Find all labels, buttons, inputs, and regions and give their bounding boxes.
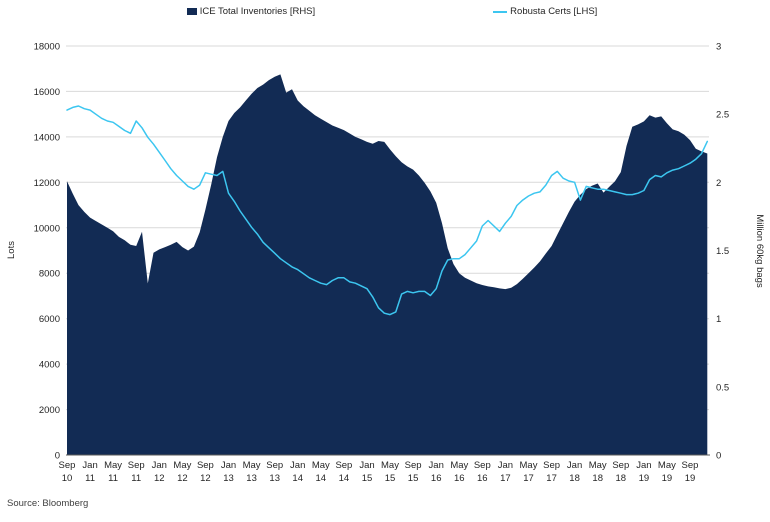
svg-text:3: 3 xyxy=(716,42,721,53)
svg-text:11: 11 xyxy=(85,473,95,484)
svg-text:16000: 16000 xyxy=(34,87,60,98)
svg-text:10: 10 xyxy=(62,473,73,484)
svg-text:4000: 4000 xyxy=(39,360,60,371)
svg-text:17: 17 xyxy=(500,473,511,484)
right-axis-tick-labels: 0 0.5 1 1.5 2 2.5 3 xyxy=(716,42,729,462)
svg-text:1.5: 1.5 xyxy=(716,246,729,257)
svg-text:19: 19 xyxy=(685,473,696,484)
svg-text:Sep: Sep xyxy=(682,460,699,471)
svg-text:14: 14 xyxy=(339,473,350,484)
svg-text:May: May xyxy=(104,460,122,471)
line-series xyxy=(66,105,709,316)
svg-text:14: 14 xyxy=(316,473,327,484)
svg-text:15: 15 xyxy=(385,473,396,484)
svg-text:May: May xyxy=(589,460,607,471)
svg-text:12: 12 xyxy=(154,473,165,484)
line-series-swatch-icon xyxy=(493,10,508,13)
svg-text:2.5: 2.5 xyxy=(716,110,729,121)
svg-text:16: 16 xyxy=(454,473,465,484)
legend-item-inventories: ICE Total Inventories [RHS] xyxy=(186,6,316,17)
svg-text:Sep: Sep xyxy=(543,460,560,471)
svg-text:Jan: Jan xyxy=(359,460,374,471)
svg-text:Sep: Sep xyxy=(405,460,422,471)
svg-text:14: 14 xyxy=(292,473,303,484)
svg-text:2000: 2000 xyxy=(39,405,60,416)
svg-text:Jan: Jan xyxy=(498,460,513,471)
svg-text:11: 11 xyxy=(131,473,141,484)
svg-text:17: 17 xyxy=(546,473,557,484)
area-series xyxy=(67,74,708,456)
svg-text:May: May xyxy=(520,460,538,471)
svg-text:Jan: Jan xyxy=(290,460,305,471)
svg-text:May: May xyxy=(173,460,191,471)
svg-text:May: May xyxy=(381,460,399,471)
svg-text:Sep: Sep xyxy=(59,460,76,471)
left-axis-tick-labels: 0 2000 4000 6000 8000 10000 12000 14000 16000 180… xyxy=(34,42,60,462)
svg-text:14000: 14000 xyxy=(34,132,60,143)
right-axis-title: Million 60kg bags xyxy=(754,214,765,288)
svg-text:May: May xyxy=(243,460,261,471)
svg-text:18000: 18000 xyxy=(34,42,60,53)
svg-text:2: 2 xyxy=(716,178,721,189)
svg-text:Sep: Sep xyxy=(266,460,283,471)
svg-text:Sep: Sep xyxy=(197,460,214,471)
svg-text:16: 16 xyxy=(477,473,488,484)
svg-text:May: May xyxy=(658,460,676,471)
svg-text:Jan: Jan xyxy=(567,460,582,471)
x-axis-tick-labels: Sep 10 Jan 11 May 11 Sep 11 Jan 12 May 12 Sep 12 Jan 13… xyxy=(59,460,699,484)
svg-text:17: 17 xyxy=(523,473,534,484)
svg-text:13: 13 xyxy=(269,473,280,484)
svg-text:19: 19 xyxy=(639,473,650,484)
svg-text:15: 15 xyxy=(362,473,373,484)
svg-text:Jan: Jan xyxy=(152,460,167,471)
legend-item-certs: Robusta Certs [LHS] xyxy=(493,6,597,17)
svg-text:16: 16 xyxy=(431,473,442,484)
left-axis-title: Lots xyxy=(6,241,17,259)
svg-text:Sep: Sep xyxy=(128,460,145,471)
svg-text:Jan: Jan xyxy=(636,460,651,471)
source-note: Source: Bloomberg xyxy=(7,498,89,509)
svg-text:10000: 10000 xyxy=(34,223,60,234)
svg-text:19: 19 xyxy=(662,473,673,484)
svg-text:13: 13 xyxy=(223,473,234,484)
legend-label-inventories: ICE Total Inventories [RHS] xyxy=(199,6,316,17)
svg-text:0: 0 xyxy=(55,451,60,462)
svg-text:18: 18 xyxy=(569,473,580,484)
svg-text:Jan: Jan xyxy=(221,460,236,471)
svg-text:Sep: Sep xyxy=(474,460,491,471)
svg-text:Jan: Jan xyxy=(82,460,97,471)
svg-text:8000: 8000 xyxy=(39,269,60,280)
svg-text:Sep: Sep xyxy=(335,460,352,471)
svg-text:May: May xyxy=(450,460,468,471)
svg-text:18: 18 xyxy=(592,473,603,484)
svg-text:6000: 6000 xyxy=(39,314,60,325)
svg-text:1: 1 xyxy=(716,314,721,325)
svg-text:May: May xyxy=(312,460,330,471)
svg-text:0: 0 xyxy=(716,451,721,462)
svg-text:Jan: Jan xyxy=(429,460,444,471)
chart-legend: ICE Total Inventories [RHS] Robusta Cert… xyxy=(0,6,770,17)
area-series-swatch-icon xyxy=(186,8,197,15)
svg-text:0.5: 0.5 xyxy=(716,382,729,393)
svg-text:13: 13 xyxy=(246,473,257,484)
svg-text:15: 15 xyxy=(408,473,419,484)
svg-text:11: 11 xyxy=(108,473,118,484)
svg-text:12: 12 xyxy=(200,473,211,484)
svg-text:12: 12 xyxy=(177,473,188,484)
svg-text:12000: 12000 xyxy=(34,178,60,189)
svg-text:18: 18 xyxy=(616,473,627,484)
legend-label-certs: Robusta Certs [LHS] xyxy=(510,6,598,17)
svg-text:Sep: Sep xyxy=(612,460,629,471)
